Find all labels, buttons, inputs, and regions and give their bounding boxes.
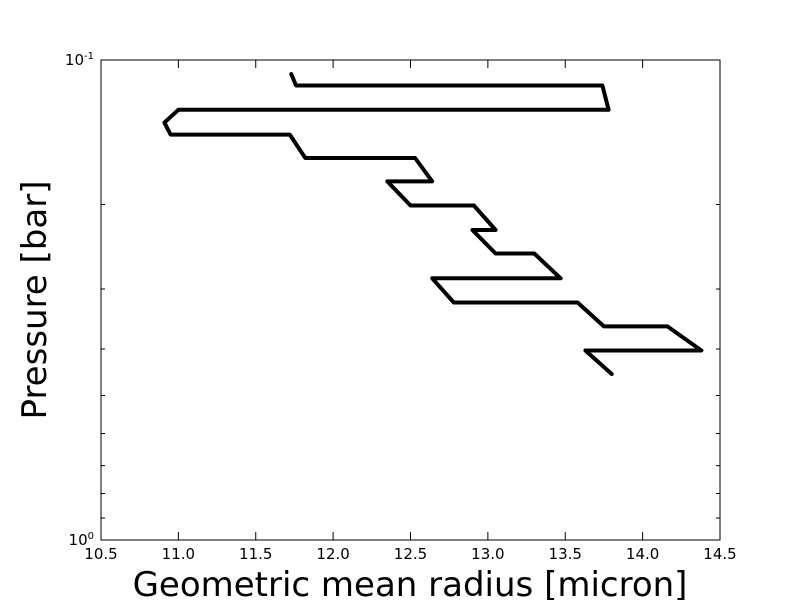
plot-area [100,59,721,541]
y-tick-labels: 10-1 100 [65,51,94,549]
series-line [162,72,704,376]
x-tick-label: 12.0 [316,545,349,563]
x-tick-label: 13.5 [549,545,582,563]
x-axis-title: Geometric mean radius [micron] [133,565,688,600]
x-ticks [100,60,721,540]
x-tick-label: 13.0 [471,545,504,563]
x-tick-label: 14.0 [626,545,659,563]
x-tick-labels: 10.5 11.0 11.5 12.0 12.5 13.0 13.5 14.0 14.5 [84,545,736,563]
x-tick-label: 11.5 [239,545,272,563]
x-tick-label: 12.5 [394,545,427,563]
x-tick-label: 14.5 [703,545,736,563]
y-tick-label: 100 [69,531,94,549]
x-tick-label: 10.5 [84,545,117,563]
y-tick-label: 10-1 [65,51,94,69]
y-major-ticks [101,59,720,541]
series-layer [162,72,704,376]
y-axis-title: Pressure [bar] [15,181,55,420]
y-minor-ticks [101,203,720,519]
x-tick-label: 11.0 [162,545,195,563]
